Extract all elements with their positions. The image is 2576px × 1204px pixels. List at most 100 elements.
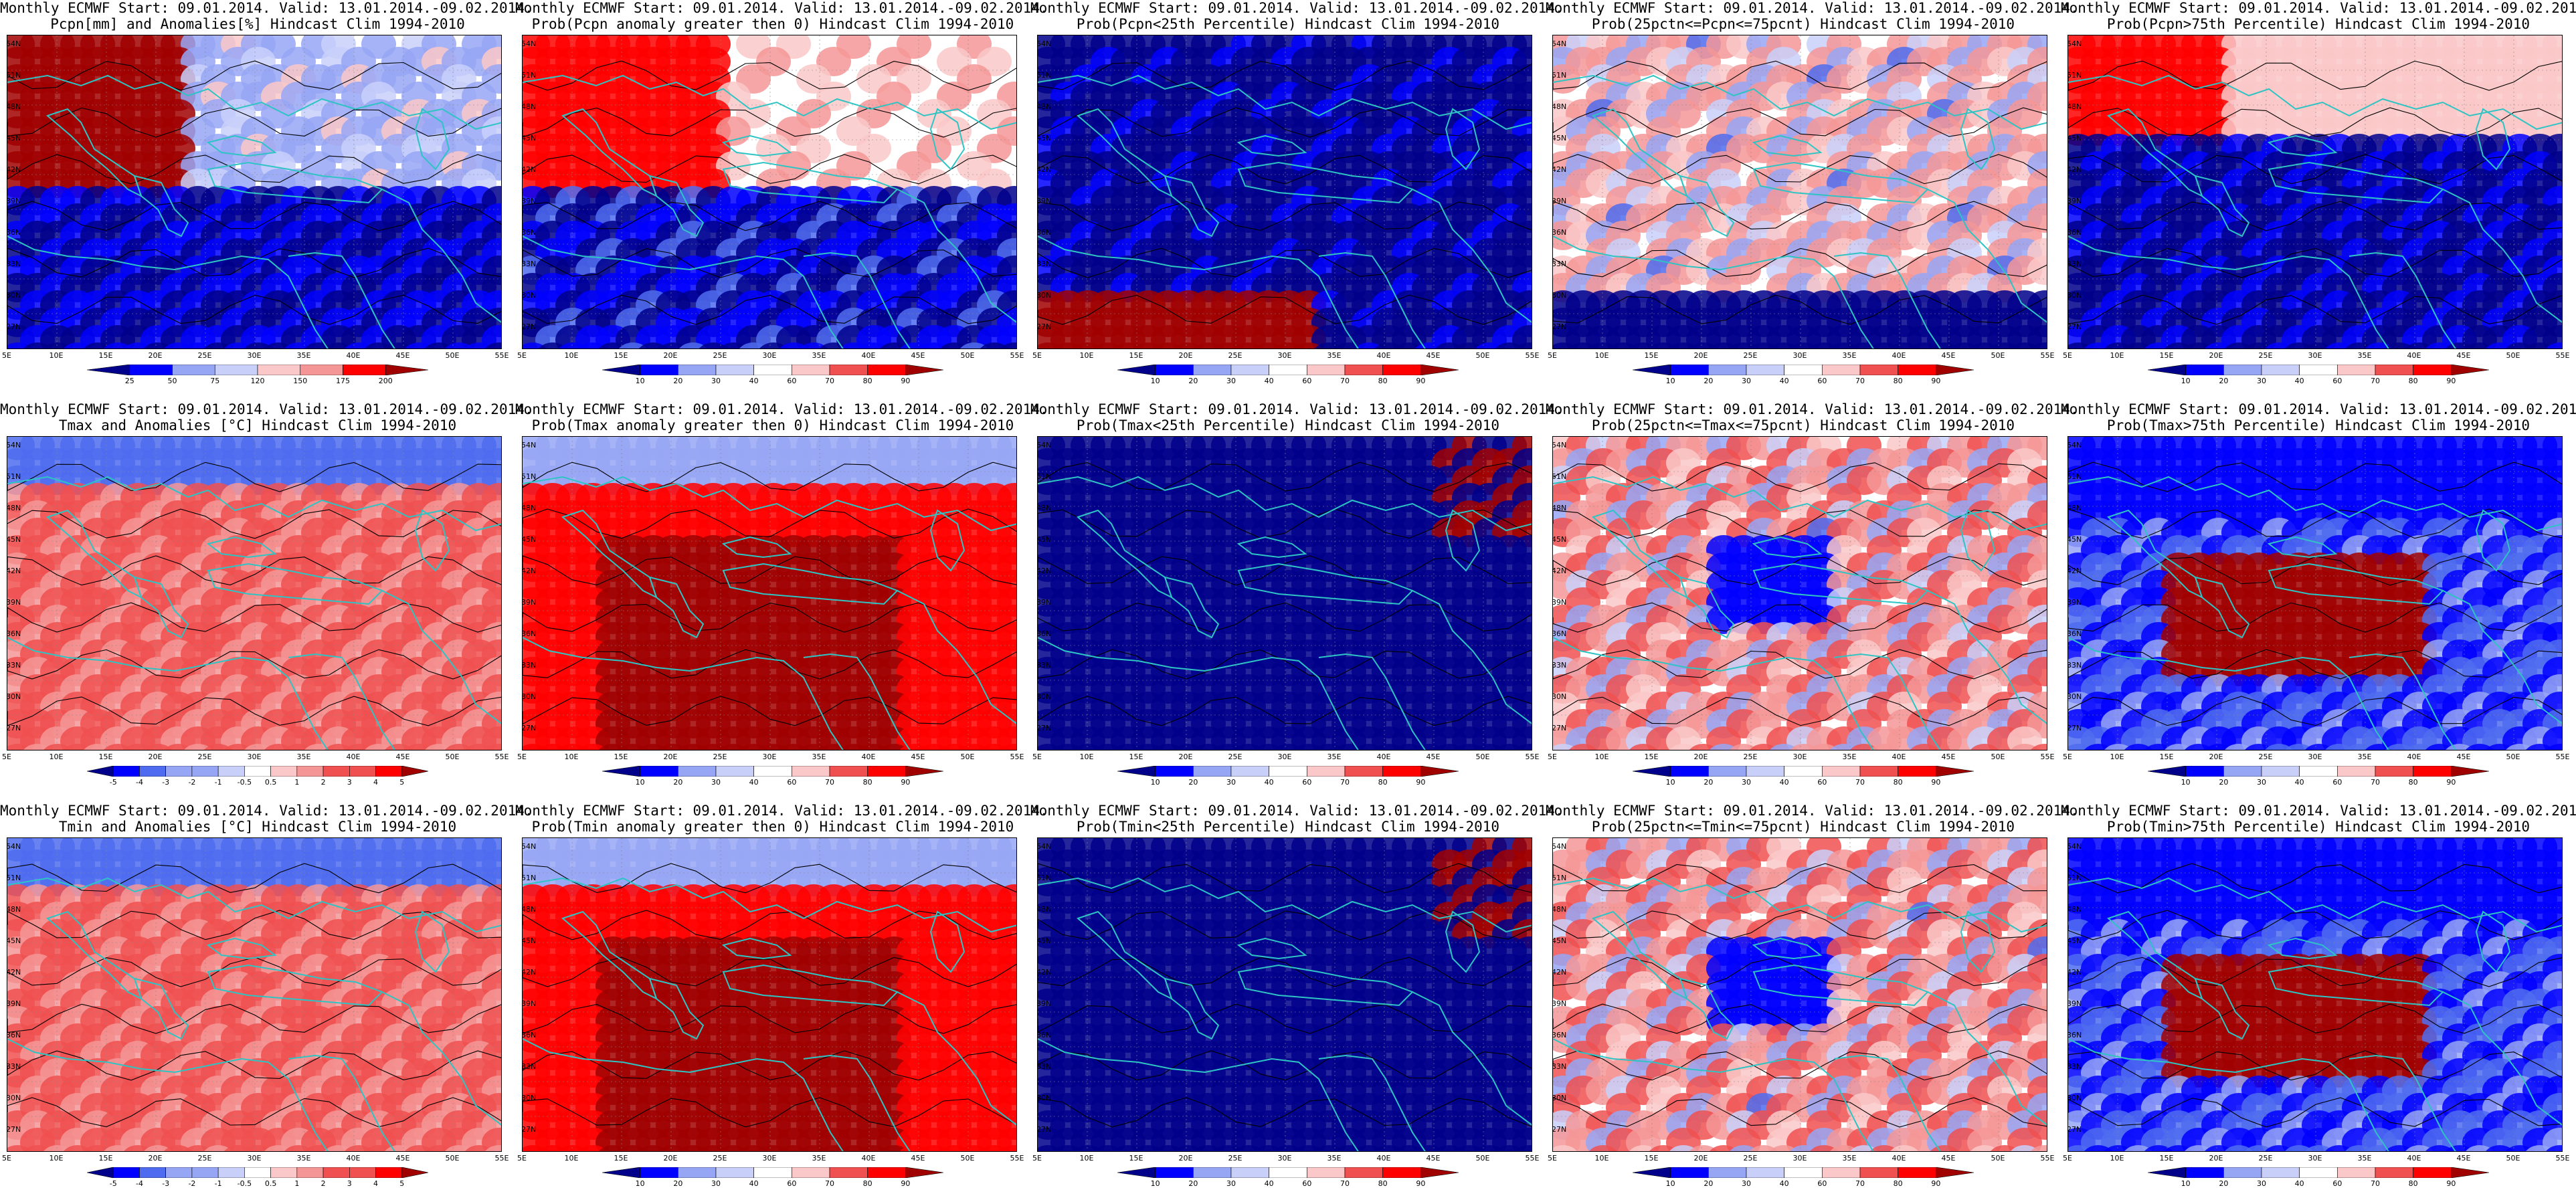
anomaly-shading <box>719 342 747 348</box>
longitude-label: 15E <box>1644 351 1659 360</box>
latitude-label: 27N <box>7 724 21 732</box>
anomaly-shading <box>1830 342 1858 348</box>
longitude-label: 15E <box>98 752 113 761</box>
latitude-label: 30N <box>2067 291 2082 300</box>
map-panel: Monthly ECMWF Start: 09.01.2014. Valid: … <box>0 0 533 401</box>
latitude-label: 54N <box>1037 441 1052 449</box>
colorbar-tick-label: 60 <box>2332 377 2342 385</box>
contour-line <box>7 247 501 278</box>
contour-line <box>1038 294 1532 325</box>
anomaly-shading <box>539 744 567 750</box>
latitude-label: 27N <box>2067 322 2082 331</box>
anomaly-shading <box>365 342 393 348</box>
map-canvas <box>7 35 501 348</box>
anomaly-shading <box>1790 342 1818 348</box>
colorbar-tick-label: 20 <box>673 377 683 385</box>
colorbar <box>1117 766 1459 777</box>
longitude-label: 50E <box>1475 351 1490 360</box>
anomaly-shading <box>2027 325 2047 348</box>
colorbar-segment <box>401 766 428 777</box>
anomaly-shading <box>1970 342 1999 348</box>
anomaly-shading <box>325 342 353 348</box>
panel-title-line2: Prob(Tmax<25th Percentile) Hindcast Clim… <box>1076 417 1500 433</box>
colorbar-segment <box>792 365 830 375</box>
longitude-label: 15E <box>98 351 113 360</box>
forecast-map: 54N 51N 48N 45N 42N 39N 36N 33N 30N 27N <box>522 436 1017 750</box>
longitude-label: 35E <box>1842 351 1857 360</box>
latitude-label: 33N <box>522 661 537 670</box>
forecast-map: 54N 51N 48N 45N 42N 39N 36N 33N 30N 27N <box>522 35 1017 349</box>
anomaly-shading <box>2543 325 2562 348</box>
anomaly-shading <box>345 744 373 750</box>
anomaly-shading <box>2365 342 2393 348</box>
anomaly-shading <box>1094 342 1122 348</box>
anomaly-shading <box>1134 342 1162 348</box>
contour-line <box>1038 154 1532 185</box>
colorbar-segment <box>2223 365 2262 375</box>
anomaly-shading <box>425 342 453 348</box>
colorbar-tick-label: 70 <box>1340 778 1350 787</box>
colorbar-tick-label: 40 <box>2294 377 2304 385</box>
colorbar-tick-label: 30 <box>1226 778 1236 787</box>
longitude-label: 55E <box>2040 752 2055 761</box>
anomaly-shading <box>304 342 333 348</box>
anomaly-shading <box>84 744 112 750</box>
longitude-label: 50E <box>2506 351 2520 360</box>
colorbar-segment <box>1784 766 1823 777</box>
anomaly-shading <box>1850 342 1878 348</box>
latitude-label: 39N <box>1552 197 1567 205</box>
panel-title-line2: Prob(Pcpn>75th Percentile) Hindcast Clim… <box>2106 16 2531 32</box>
panel-title-line1: Monthly ECMWF Start: 09.01.2014. Valid: … <box>2061 0 2576 16</box>
panel-title-line1: Monthly ECMWF Start: 09.01.2014. Valid: … <box>1546 0 2079 16</box>
anomaly-shading <box>860 342 888 348</box>
colorbar-segment <box>1708 365 1747 375</box>
map-canvas <box>1553 437 2047 750</box>
longitude-label: 50E <box>1475 752 1490 761</box>
latitude-label: 33N <box>7 661 21 670</box>
latitude-label: 54N <box>2067 39 2082 48</box>
colorbar-segment <box>2148 365 2186 375</box>
longitude-axis: 5E 10E 15E 20E 25E 30E 35E 40E 45E 50E 55E <box>1548 351 2054 361</box>
latitude-label: 51N <box>1037 472 1052 481</box>
anomaly-shading <box>820 342 848 348</box>
forecast-map: 54N 51N 48N 45N 42N 39N 36N 33N 30N 27N <box>1037 436 1532 750</box>
colorbar-tick-label: 60 <box>1302 778 1312 787</box>
colorbar-segment <box>172 365 215 375</box>
panel-title-line1: Monthly ECMWF Start: 09.01.2014. Valid: … <box>2061 401 2576 417</box>
colorbar-tick-label: 60 <box>1817 377 1827 385</box>
longitude-label: 40E <box>346 752 361 761</box>
longitude-label: 50E <box>445 752 460 761</box>
longitude-label: 25E <box>713 351 727 360</box>
longitude-label: 50E <box>960 752 975 761</box>
colorbar-segment <box>1269 365 1307 375</box>
panel-title-line2: Pcpn[mm] and Anomalies[%] Hindcast Clim … <box>50 16 465 32</box>
colorbar-segment <box>753 365 792 375</box>
anomaly-shading <box>124 342 152 348</box>
longitude-label: 30E <box>247 351 262 360</box>
latitude-label: 45N <box>1037 134 1052 142</box>
longitude-label: 15E <box>1129 351 1143 360</box>
anomaly-shading <box>164 744 192 750</box>
longitude-label: 10E <box>49 752 64 761</box>
coastline <box>133 576 189 639</box>
anomaly-shading <box>1910 342 1938 348</box>
anomaly-shading <box>1730 342 1758 348</box>
colorbar-segment <box>129 365 173 375</box>
longitude-label: 40E <box>1892 752 1906 761</box>
anomaly-shading <box>104 744 132 750</box>
anomaly-shading <box>1689 342 1718 348</box>
anomaly-shading <box>1890 342 1918 348</box>
latitude-label: 36N <box>1552 228 1567 237</box>
colorbar-segment <box>191 766 219 777</box>
map-panel: Monthly ECMWF Start: 09.01.2014. Valid: … <box>1546 0 2079 401</box>
anomaly-shading <box>264 744 292 750</box>
anomaly-shading <box>779 744 808 750</box>
latitude-label: 39N <box>1037 197 1052 205</box>
colorbar-segment <box>1859 365 1898 375</box>
coastline <box>133 175 189 237</box>
colorbar-tick-label: 3 <box>347 778 352 787</box>
colorbar-segment <box>640 365 678 375</box>
colorbar-segment <box>296 766 324 777</box>
latitude-label: 33N <box>1037 260 1052 268</box>
map-canvas <box>1038 437 1532 750</box>
